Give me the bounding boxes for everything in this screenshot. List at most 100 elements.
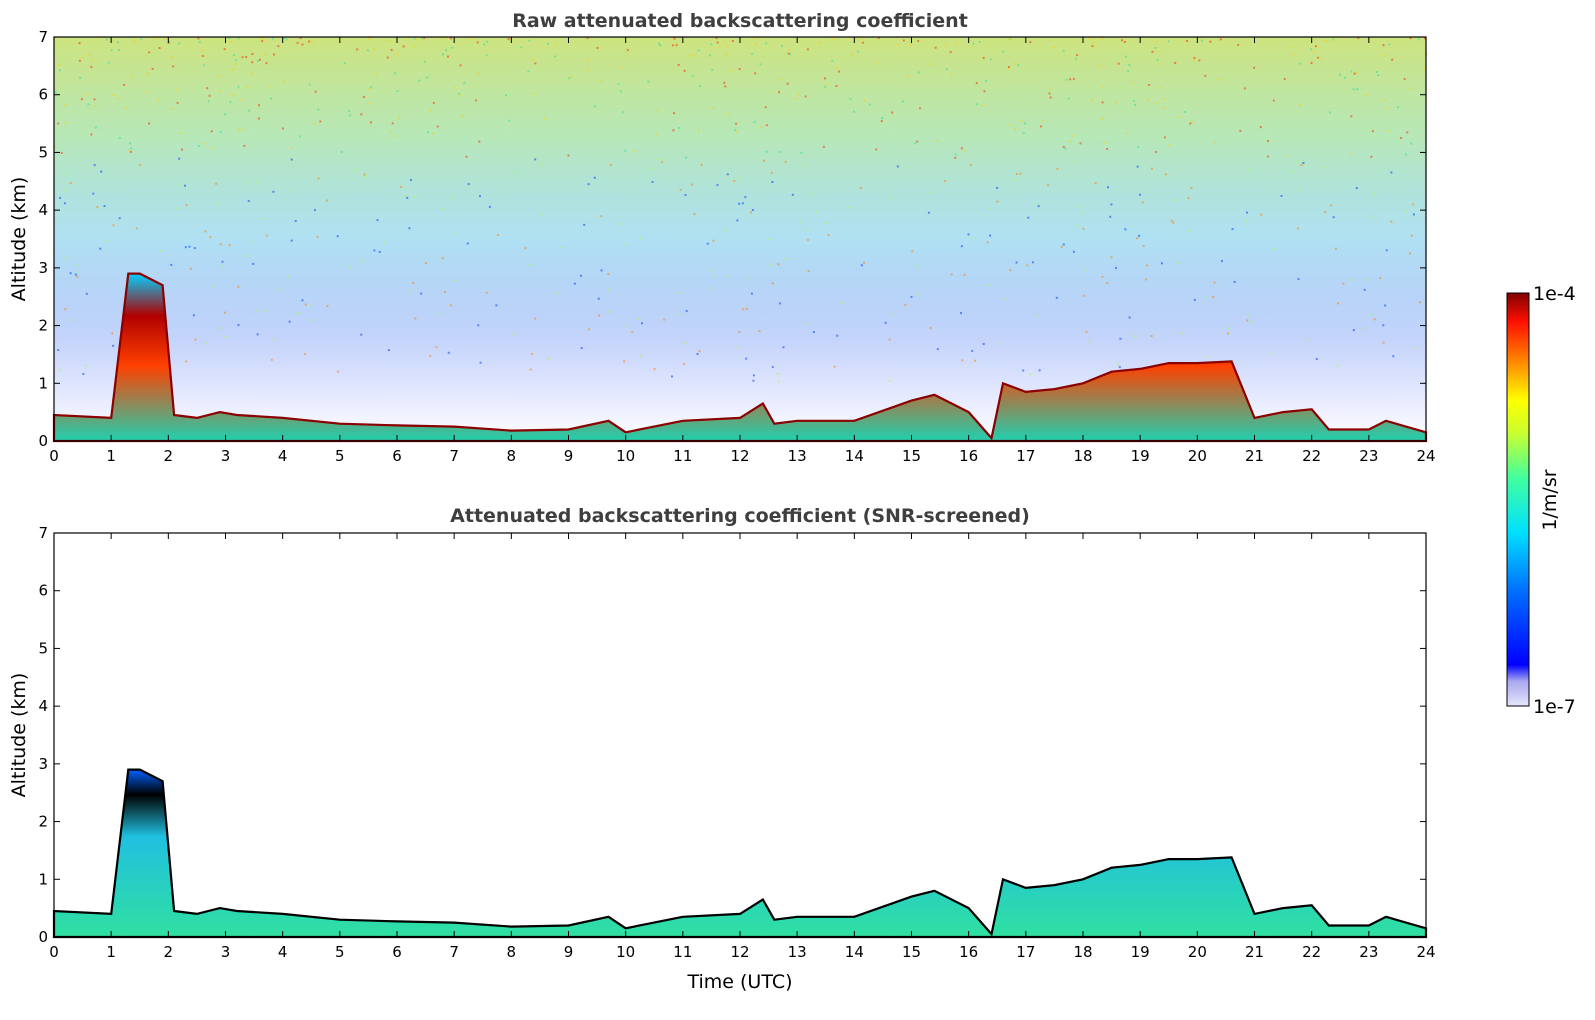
noise-speckle bbox=[877, 37, 880, 39]
noise-speckle bbox=[112, 94, 115, 96]
noise-speckle bbox=[1245, 219, 1248, 222]
noise-speckle bbox=[251, 61, 254, 64]
noise-speckle bbox=[996, 200, 999, 203]
noise-speckle bbox=[981, 104, 984, 107]
noise-speckle bbox=[363, 173, 366, 176]
noise-speckle bbox=[290, 239, 293, 242]
noise-speckle bbox=[1106, 148, 1109, 150]
noise-speckle bbox=[1008, 66, 1010, 68]
noise-speckle bbox=[1410, 234, 1413, 237]
noise-speckle bbox=[688, 54, 691, 57]
noise-speckle bbox=[372, 48, 375, 51]
noise-speckle bbox=[752, 374, 755, 377]
noise-speckle bbox=[1297, 227, 1299, 230]
noise-speckle bbox=[65, 173, 68, 176]
noise-speckle bbox=[378, 250, 381, 253]
noise-speckle bbox=[716, 184, 719, 187]
noise-speckle bbox=[917, 39, 920, 42]
x-tick-label: 24 bbox=[1416, 447, 1435, 465]
noise-speckle bbox=[229, 101, 232, 104]
noise-speckle bbox=[221, 265, 224, 268]
noise-speckle bbox=[1409, 252, 1411, 255]
noise-speckle bbox=[737, 346, 740, 349]
noise-speckle bbox=[117, 97, 120, 100]
noise-speckle bbox=[1306, 339, 1309, 342]
noise-speckle bbox=[1109, 215, 1112, 218]
noise-speckle bbox=[466, 242, 469, 245]
x-tick-label: 15 bbox=[902, 447, 921, 465]
noise-speckle bbox=[1219, 38, 1222, 41]
noise-speckle bbox=[336, 235, 339, 238]
noise-speckle bbox=[1200, 39, 1203, 42]
noise-speckle bbox=[1400, 137, 1403, 139]
noise-speckle bbox=[651, 180, 654, 183]
noise-speckle bbox=[623, 360, 626, 363]
noise-speckle bbox=[754, 72, 757, 75]
noise-speckle bbox=[780, 78, 783, 81]
noise-speckle bbox=[1088, 340, 1091, 343]
noise-speckle bbox=[598, 314, 601, 317]
noise-speckle bbox=[1101, 117, 1104, 120]
noise-speckle bbox=[697, 49, 700, 52]
noise-speckle bbox=[123, 84, 126, 86]
noise-speckle bbox=[90, 65, 93, 68]
noise-speckle bbox=[402, 45, 405, 48]
noise-speckle bbox=[1172, 221, 1175, 224]
noise-speckle bbox=[1160, 262, 1163, 265]
noise-speckle bbox=[224, 113, 226, 116]
noise-speckle bbox=[916, 292, 919, 295]
noise-speckle bbox=[971, 349, 974, 352]
noise-speckle bbox=[1388, 130, 1391, 133]
noise-speckle bbox=[59, 196, 62, 199]
x-tick-label: 23 bbox=[1359, 447, 1378, 465]
noise-speckle bbox=[92, 192, 95, 195]
noise-speckle bbox=[936, 348, 939, 351]
noise-speckle bbox=[930, 191, 933, 194]
x-tick-label: 1 bbox=[106, 447, 116, 465]
x-tick-label: 2 bbox=[164, 943, 174, 961]
noise-speckle bbox=[413, 37, 416, 40]
noise-speckle bbox=[1017, 64, 1020, 67]
noise-speckle bbox=[413, 195, 416, 198]
noise-speckle bbox=[1073, 160, 1076, 163]
noise-speckle bbox=[1386, 107, 1388, 110]
noise-speckle bbox=[317, 177, 320, 180]
noise-speckle bbox=[1097, 65, 1100, 68]
noise-speckle bbox=[159, 250, 161, 252]
noise-speckle bbox=[224, 311, 226, 314]
noise-speckle bbox=[1357, 37, 1360, 39]
noise-speckle bbox=[181, 148, 183, 151]
noise-speckle bbox=[641, 322, 643, 325]
noise-speckle bbox=[990, 207, 993, 210]
noise-speckle bbox=[1313, 51, 1316, 53]
noise-speckle bbox=[1009, 37, 1012, 40]
noise-speckle bbox=[1151, 50, 1154, 53]
noise-speckle bbox=[262, 38, 264, 41]
noise-speckle bbox=[960, 147, 963, 150]
noise-speckle bbox=[388, 130, 391, 133]
noise-speckle bbox=[1317, 56, 1320, 59]
noise-speckle bbox=[753, 37, 756, 40]
noise-speckle bbox=[290, 158, 293, 161]
noise-speckle bbox=[1193, 58, 1196, 61]
noise-speckle bbox=[386, 56, 389, 59]
noise-speckle bbox=[178, 42, 181, 45]
noise-speckle bbox=[624, 149, 627, 152]
noise-speckle bbox=[1029, 41, 1032, 44]
noise-speckle bbox=[824, 77, 826, 80]
noise-speckle bbox=[800, 151, 803, 154]
noise-speckle bbox=[580, 347, 583, 350]
noise-speckle bbox=[624, 243, 627, 246]
noise-speckle bbox=[693, 212, 696, 215]
noise-speckle bbox=[225, 336, 228, 338]
noise-speckle bbox=[751, 52, 754, 55]
noise-speckle bbox=[294, 312, 297, 315]
noise-speckle bbox=[1002, 50, 1005, 53]
noise-speckle bbox=[1314, 45, 1317, 48]
noise-speckle bbox=[600, 269, 603, 272]
noise-speckle bbox=[1163, 98, 1166, 101]
noise-speckle bbox=[1132, 99, 1135, 102]
noise-speckle bbox=[308, 83, 311, 86]
noise-speckle bbox=[1270, 352, 1273, 355]
noise-speckle bbox=[219, 130, 222, 133]
